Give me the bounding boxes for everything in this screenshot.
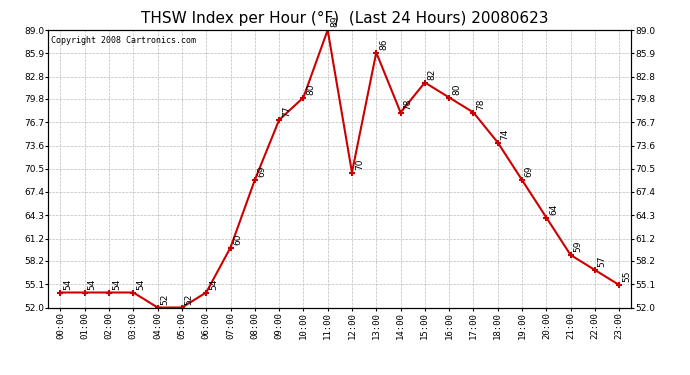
Text: 77: 77: [282, 106, 291, 117]
Text: 64: 64: [549, 203, 558, 215]
Text: 52: 52: [160, 293, 170, 305]
Text: 80: 80: [452, 83, 461, 95]
Text: 57: 57: [598, 256, 607, 267]
Text: 54: 54: [63, 278, 72, 290]
Text: 86: 86: [379, 38, 388, 50]
Text: 69: 69: [525, 166, 534, 177]
Text: 52: 52: [185, 293, 194, 305]
Text: 54: 54: [112, 278, 121, 290]
Text: 89: 89: [331, 16, 339, 27]
Text: Copyright 2008 Cartronics.com: Copyright 2008 Cartronics.com: [51, 36, 196, 45]
Text: 54: 54: [136, 278, 145, 290]
Text: 74: 74: [500, 128, 509, 140]
Text: 80: 80: [306, 83, 315, 95]
Text: 82: 82: [428, 68, 437, 80]
Text: 60: 60: [233, 233, 242, 245]
Text: 59: 59: [573, 241, 582, 252]
Text: THSW Index per Hour (°F)  (Last 24 Hours) 20080623: THSW Index per Hour (°F) (Last 24 Hours)…: [141, 11, 549, 26]
Text: 54: 54: [88, 278, 97, 290]
Text: 69: 69: [257, 166, 266, 177]
Text: 78: 78: [476, 98, 485, 110]
Text: 78: 78: [404, 98, 413, 110]
Text: 55: 55: [622, 271, 631, 282]
Text: 54: 54: [209, 278, 218, 290]
Text: 70: 70: [355, 158, 364, 170]
